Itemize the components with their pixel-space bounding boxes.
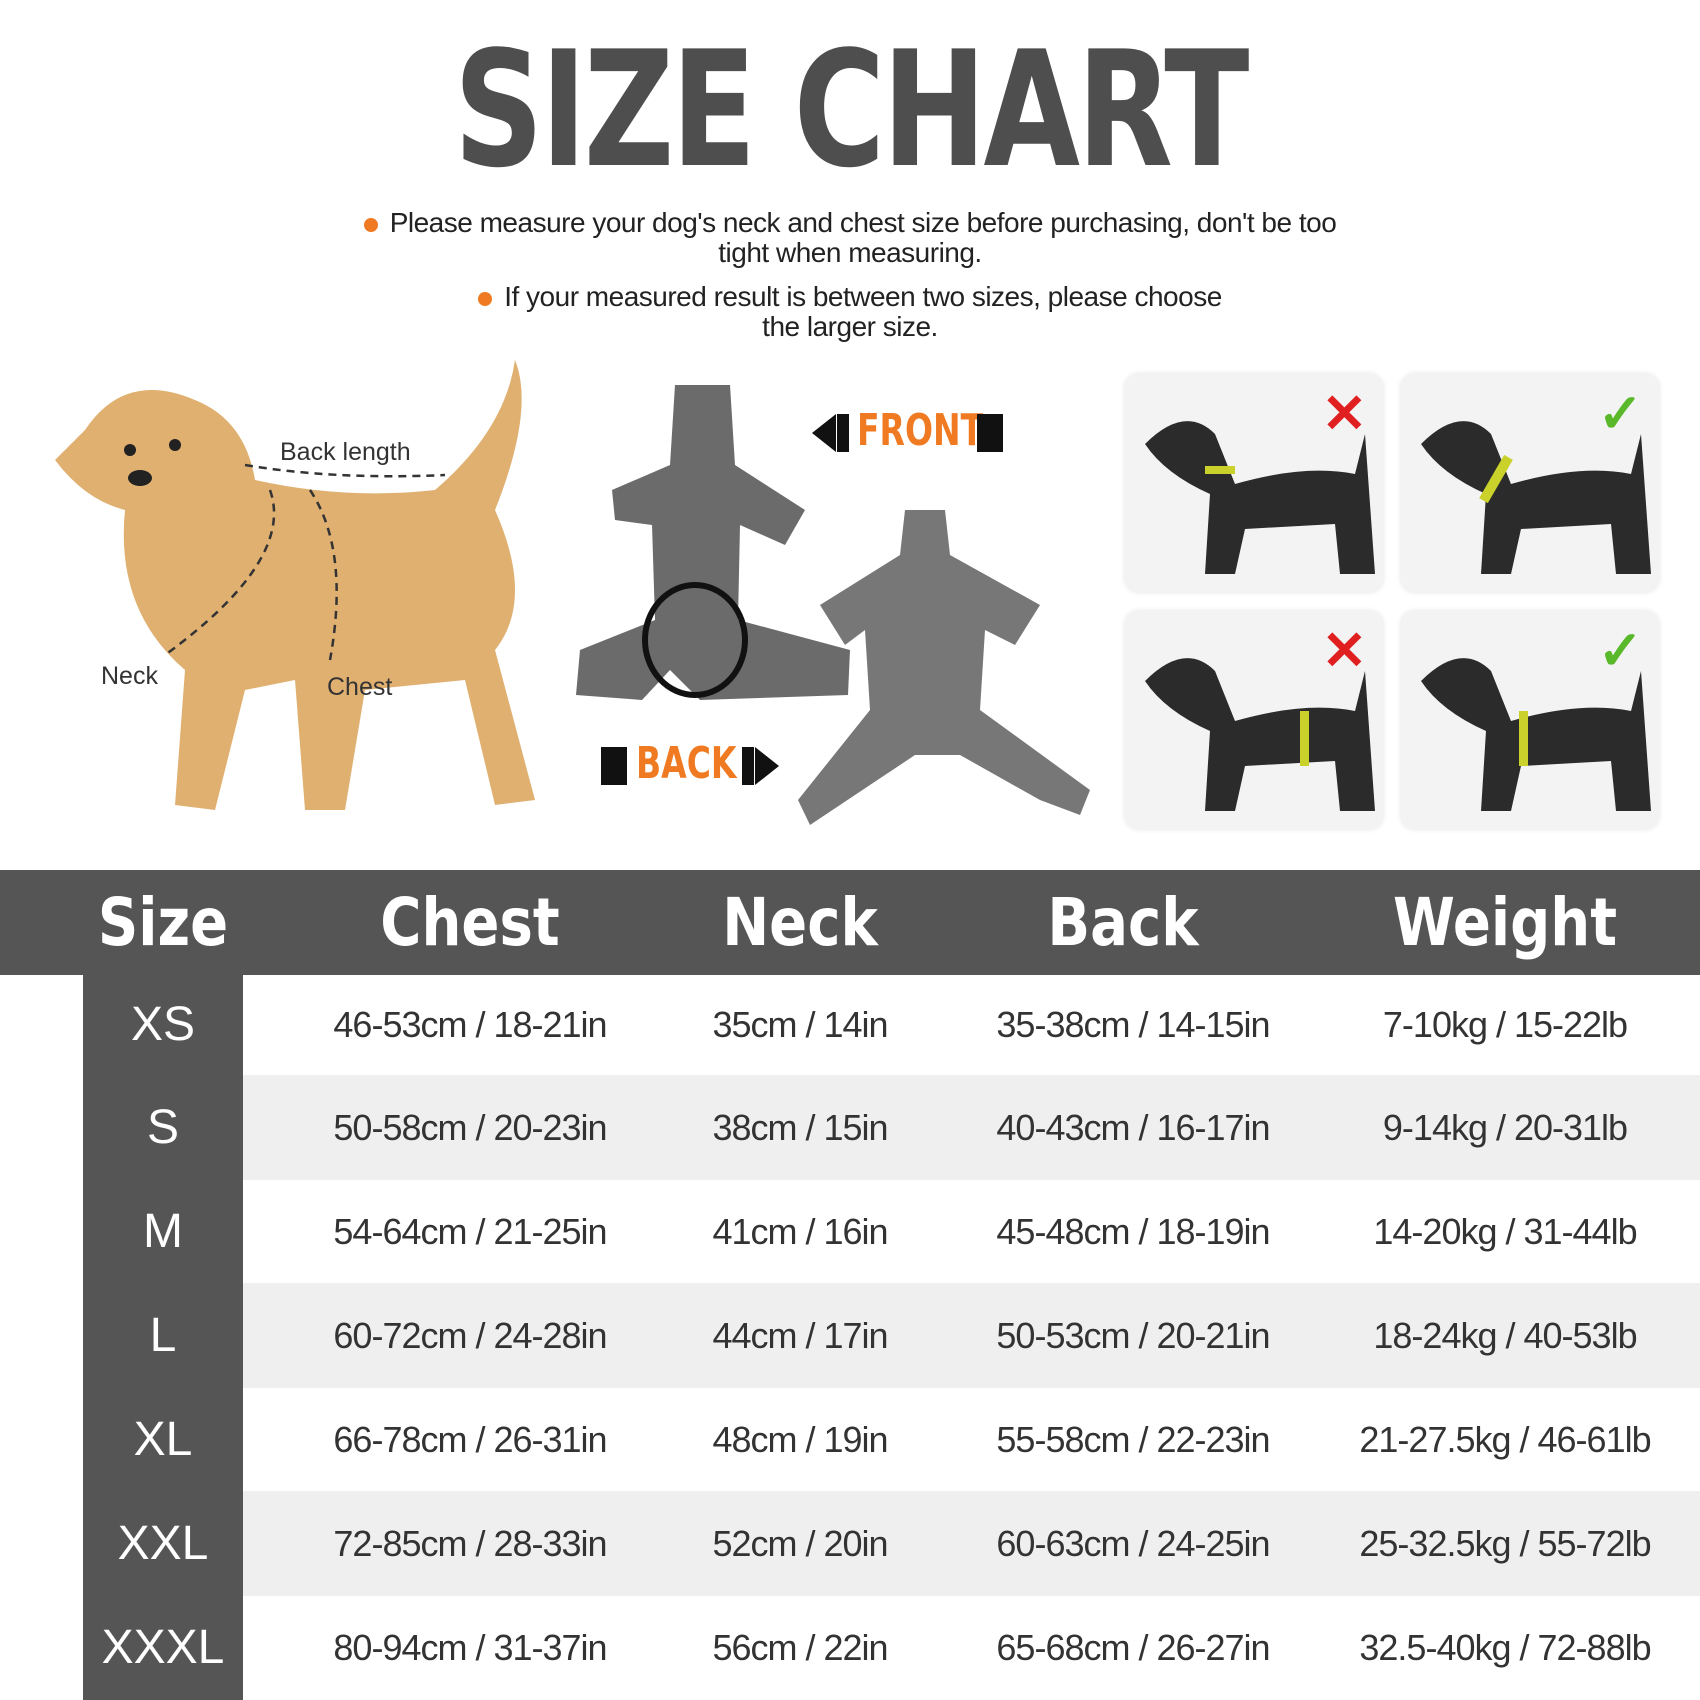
table-row [243,975,1700,1075]
check-icon: ✓ [1597,621,1643,681]
back-cell: 50-53cm / 20-21in [996,1315,1270,1356]
bar-icon [977,414,1003,452]
header-neck: Neck [722,884,878,961]
chest-cell: 80-94cm / 31-37in [333,1627,607,1668]
size-cell: XL [133,1413,193,1466]
size-cell: XXL [117,1517,209,1570]
bar-icon [601,747,627,785]
table-row [243,1075,1700,1180]
size-cell: XS [130,998,196,1051]
weight-cell: 7-10kg / 15-22lb [1382,1004,1628,1045]
size-cell: M [143,1205,183,1258]
neck-cell: 38cm / 15in [712,1107,888,1148]
neck-label: Neck [101,662,158,690]
weight-cell: 32.5-40kg / 72-88lb [1359,1627,1651,1668]
table-row [243,1283,1700,1388]
neck-cell: 48cm / 19in [712,1419,888,1460]
header-back: Back [1047,884,1199,961]
table-header [0,870,1700,975]
size-cell: S [146,1101,179,1154]
arrow-left-icon [812,414,836,452]
back-length-label: Back length [280,438,411,466]
chest-cell: 66-78cm / 26-31in [333,1419,607,1460]
size-cell: L [149,1309,177,1362]
back-cell: 40-43cm / 16-17in [996,1107,1270,1148]
table-row [243,1388,1700,1491]
size-cell: XXXL [101,1621,225,1674]
note-1-line2: tight when measuring. [718,237,982,268]
x-icon: ✕ [1321,384,1367,444]
weight-cell: 18-24kg / 40-53lb [1373,1315,1637,1356]
weight-cell: 21-27.5kg / 46-61lb [1359,1419,1651,1460]
measure-example-wrong-neck: ✕ [1125,374,1383,592]
back-cell: 60-63cm / 24-25in [996,1523,1270,1564]
neck-cell: 41cm / 16in [712,1211,888,1252]
weight-cell: 25-32.5kg / 55-72lb [1359,1523,1651,1564]
dog-measurement-image [55,360,535,810]
check-icon: ✓ [1597,384,1643,444]
measure-example-correct-neck: ✓ [1401,374,1659,592]
bullet-icon [363,217,378,232]
back-label: BACK [636,738,737,789]
note-2-line2: the larger size. [762,311,938,342]
chest-cell: 50-58cm / 20-23in [333,1107,607,1148]
back-cell: 35-38cm / 14-15in [996,1004,1270,1045]
neck-cell: 44cm / 17in [712,1315,888,1356]
back-cell: 65-68cm / 26-27in [996,1627,1270,1668]
bar-icon [837,414,849,452]
header-chest: Chest [380,884,560,961]
note-1-line1: Please measure your dog's neck and chest… [389,207,1337,238]
bar-icon [742,747,754,785]
note-2-line1: If your measured result is between two s… [504,281,1222,312]
bullet-icon [478,291,493,306]
neck-cell: 52cm / 20in [712,1523,888,1564]
note-2: If your measured result is between two s… [0,282,1700,342]
table-row [243,1596,1700,1700]
neck-cell: 56cm / 22in [712,1627,888,1668]
size-column [83,975,243,1700]
header-weight: Weight [1392,884,1618,961]
chest-label: Chest [327,673,393,701]
chest-cell: 60-72cm / 24-28in [333,1315,607,1356]
chest-cell: 54-64cm / 21-25in [333,1211,607,1252]
neck-cell: 35cm / 14in [712,1004,888,1045]
header-size: Size [97,884,229,961]
note-1: Please measure your dog's neck and chest… [0,208,1700,268]
x-icon: ✕ [1321,621,1367,681]
garment-image [576,385,1090,825]
page-title: SIZE CHART [453,16,1250,203]
measure-example-wrong-chest: ✕ [1125,611,1383,829]
weight-cell: 9-14kg / 20-31lb [1382,1107,1628,1148]
arrow-right-icon [755,747,779,785]
back-cell: 45-48cm / 18-19in [996,1211,1270,1252]
weight-cell: 14-20kg / 31-44lb [1373,1211,1637,1252]
back-cell: 55-58cm / 22-23in [996,1419,1270,1460]
chest-cell: 46-53cm / 18-21in [333,1004,607,1045]
measure-example-correct-chest: ✓ [1401,611,1659,829]
front-label: FRONT [857,405,984,456]
table-row [243,1180,1700,1283]
table-row [243,1491,1700,1596]
chest-cell: 72-85cm / 28-33in [333,1523,607,1564]
